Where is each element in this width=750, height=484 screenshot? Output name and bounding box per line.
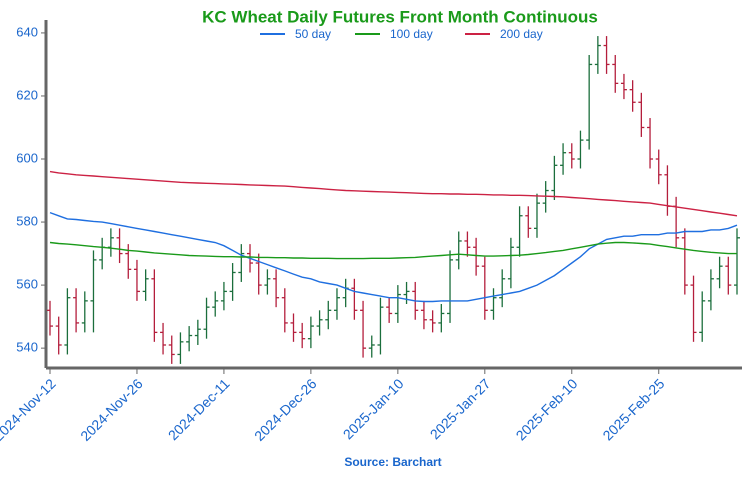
y-tick-label: 560 bbox=[16, 277, 38, 292]
x-tick-label: 2025-Feb-10 bbox=[513, 375, 581, 443]
y-tick-label: 580 bbox=[16, 213, 38, 228]
x-tick-label: 2025-Jan-10 bbox=[340, 375, 407, 442]
legend-label: 100 day bbox=[390, 27, 433, 41]
x-tick-label: 2024-Nov-26 bbox=[77, 375, 146, 444]
ma-line bbox=[49, 211, 738, 303]
x-tick-label: 2025-Feb-25 bbox=[599, 375, 667, 443]
x-tick-label: 2024-Dec-26 bbox=[251, 375, 320, 444]
y-tick-label: 640 bbox=[16, 24, 38, 39]
x-tick-label: 2025-Jan-27 bbox=[427, 375, 494, 442]
y-tick-label: 540 bbox=[16, 340, 38, 355]
y-tick-label: 620 bbox=[16, 87, 38, 102]
y-tick-label: 600 bbox=[16, 150, 38, 165]
legend-label: 200 day bbox=[500, 27, 543, 41]
ma-line bbox=[49, 170, 738, 217]
legend-label: 50 day bbox=[295, 27, 331, 41]
chart-title: KC Wheat Daily Futures Front Month Conti… bbox=[202, 7, 598, 26]
source: Source: Barchart bbox=[344, 455, 441, 469]
x-tick-label: 2024-Dec-11 bbox=[165, 375, 233, 443]
ma-line bbox=[49, 241, 737, 260]
x-tick-label: 2024-Nov-12 bbox=[0, 375, 59, 444]
